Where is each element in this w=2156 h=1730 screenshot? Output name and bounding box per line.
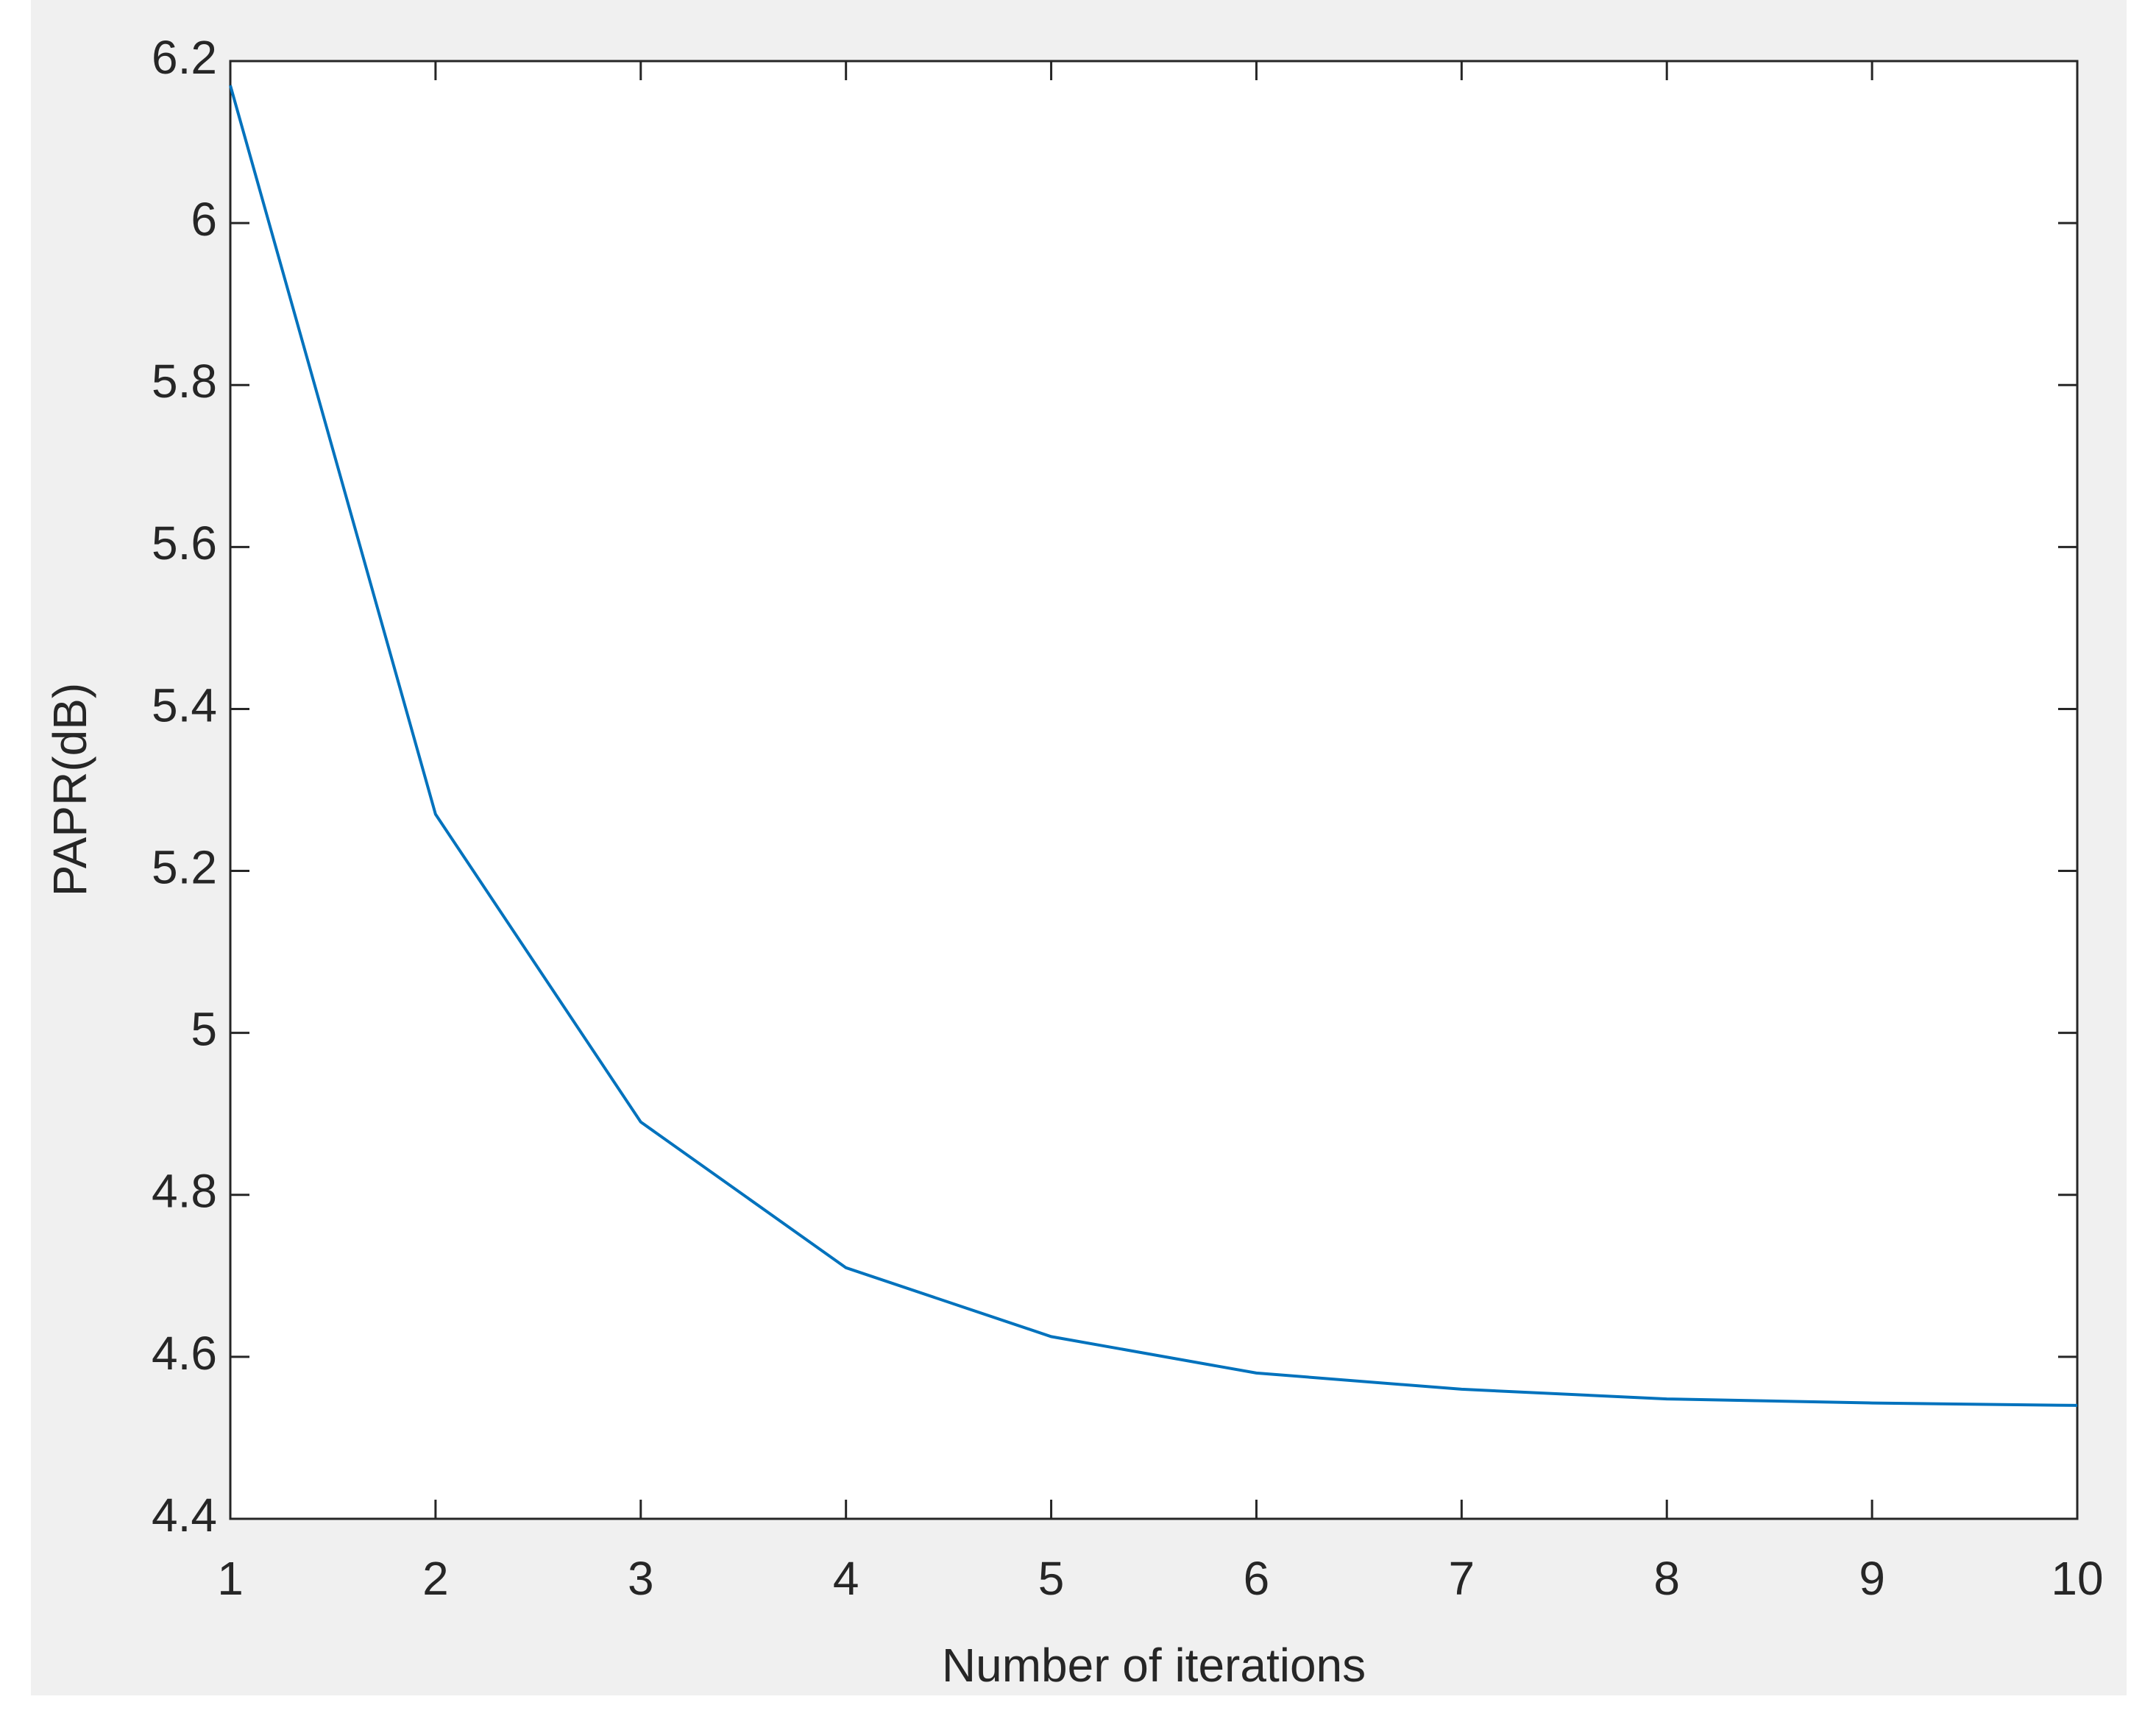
x-tick-label: 9 [1859,1552,1885,1605]
x-tick-label: 8 [1653,1552,1680,1605]
y-tick-label: 5.2 [152,840,217,893]
data-line [229,85,2078,1407]
x-tick-label: 6 [1244,1552,1270,1605]
x-tick-label: 10 [2051,1552,2103,1605]
x-tick-label: 7 [1449,1552,1475,1605]
y-tick-label: 5.4 [152,678,217,731]
x-tick-label: 3 [628,1552,654,1605]
y-tick-label: 5.8 [152,355,217,408]
y-tick-label: 4.6 [152,1327,217,1380]
y-tick-label: 4.4 [152,1489,217,1542]
x-tick-label: 5 [1038,1552,1065,1605]
x-tick-label: 4 [833,1552,859,1605]
plot-area [230,61,2077,1519]
axes-box [229,60,2079,1520]
x-tick-label: 1 [217,1552,244,1605]
x-axis-label: Number of iterations [942,1639,1366,1692]
y-tick-label: 4.8 [152,1165,217,1218]
x-tick-label: 2 [422,1552,449,1605]
y-axis-label: PAPR(dB) [43,683,96,896]
y-tick-label: 6.2 [152,31,217,84]
y-tick-label: 6 [191,193,217,246]
y-tick-label: 5.6 [152,517,217,570]
y-tick-label: 5 [191,1003,217,1056]
